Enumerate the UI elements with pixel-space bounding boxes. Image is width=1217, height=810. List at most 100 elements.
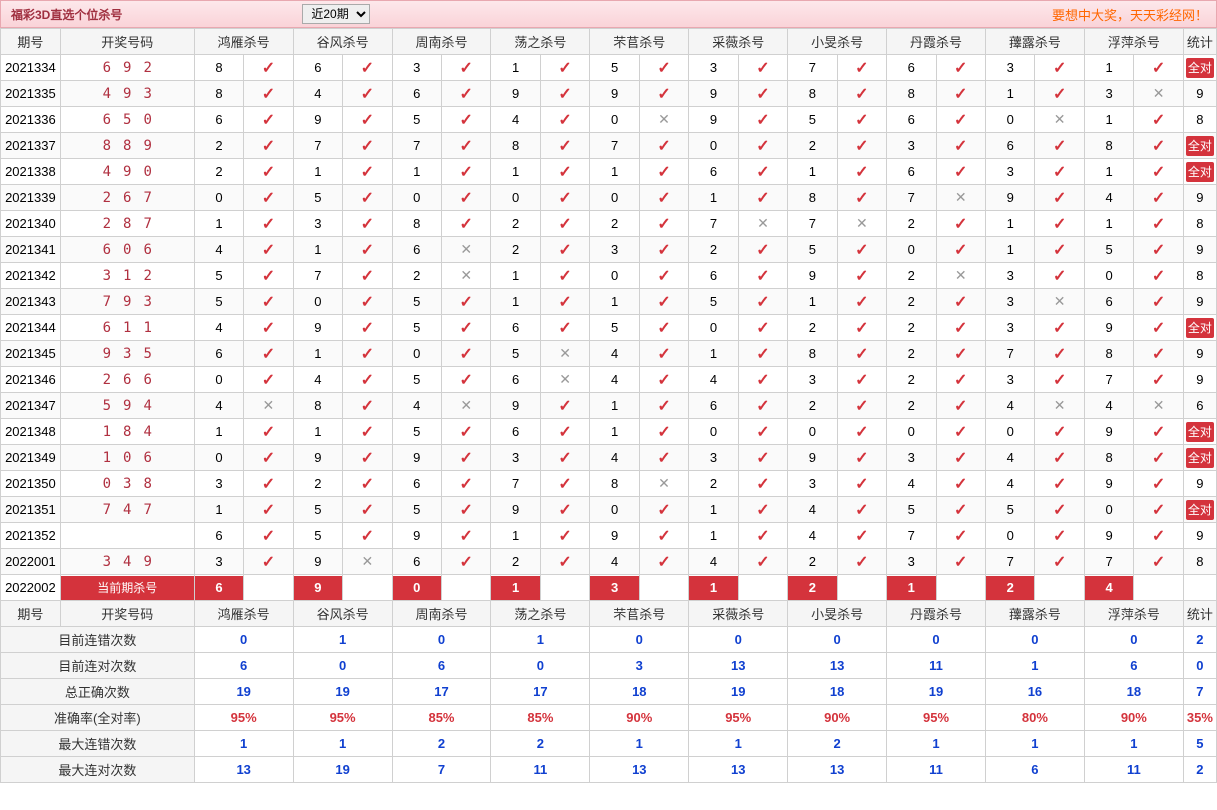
- summary-val: 19: [194, 679, 293, 705]
- check-icon: ✓: [855, 320, 868, 337]
- check-icon: ✓: [558, 502, 571, 519]
- mark-cell: ✓: [244, 289, 293, 315]
- num-cell: 1: [689, 341, 738, 367]
- check-icon: ✓: [855, 242, 868, 259]
- check-icon: ✓: [657, 138, 670, 155]
- draw-cell: 606: [60, 237, 194, 263]
- current-blank: [1035, 575, 1084, 601]
- num-cell: 3: [689, 55, 738, 81]
- check-icon: ✓: [756, 242, 769, 259]
- mark-cell: ✓: [837, 445, 886, 471]
- check-icon: ✓: [460, 112, 473, 129]
- check-icon: ✓: [361, 216, 374, 233]
- check-icon: ✓: [262, 346, 275, 363]
- num-cell: 9: [590, 81, 639, 107]
- draw-cell: 106: [60, 445, 194, 471]
- mark-cell: ✓: [540, 445, 589, 471]
- col-draw: 开奖号码: [60, 601, 194, 627]
- check-icon: ✓: [262, 554, 275, 571]
- check-icon: ✓: [657, 346, 670, 363]
- num-cell: 1: [590, 289, 639, 315]
- check-icon: ✓: [756, 294, 769, 311]
- num-cell: 1: [689, 185, 738, 211]
- check-icon: ✓: [460, 60, 473, 77]
- num-cell: 1: [985, 237, 1034, 263]
- num-cell: 2: [689, 237, 738, 263]
- check-icon: ✓: [657, 320, 670, 337]
- mark-cell: ✓: [1035, 497, 1084, 523]
- check-icon: ✓: [361, 86, 374, 103]
- table-row: 20213462660✓4✓5✓6✕4✓4✓3✓2✓3✓7✓9: [1, 367, 1217, 393]
- summary-val: 0: [689, 627, 788, 653]
- summary-val: 0: [491, 653, 590, 679]
- mark-cell: ✓: [441, 185, 490, 211]
- check-icon: ✓: [361, 346, 374, 363]
- period-cell: 2021339: [1, 185, 61, 211]
- mark-cell: ✓: [441, 523, 490, 549]
- mark-cell: ✓: [837, 55, 886, 81]
- mark-cell: ✓: [936, 549, 985, 575]
- summary-val: 13: [788, 757, 887, 783]
- period-cell: 2021346: [1, 367, 61, 393]
- col-stat: 统计: [1183, 601, 1216, 627]
- period-cell: 2021344: [1, 315, 61, 341]
- num-cell: 0: [689, 419, 738, 445]
- mark-cell: ✓: [1134, 107, 1183, 133]
- check-icon: ✓: [855, 450, 868, 467]
- check-icon: ✓: [361, 164, 374, 181]
- mark-cell: ✓: [1035, 263, 1084, 289]
- num-cell: 2: [887, 341, 936, 367]
- mark-cell: ✓: [244, 471, 293, 497]
- draw-cell: 490: [60, 159, 194, 185]
- col-expert-9: 浮萍杀号: [1084, 29, 1183, 55]
- check-icon: ✓: [460, 554, 473, 571]
- mark-cell: ✓: [1134, 367, 1183, 393]
- col-expert-2: 周南杀号: [392, 29, 491, 55]
- period-cell: 2021350: [1, 471, 61, 497]
- cross-icon: ✕: [1054, 397, 1066, 413]
- num-cell: 5: [689, 289, 738, 315]
- num-cell: 4: [590, 341, 639, 367]
- stat-cell: 8: [1183, 549, 1216, 575]
- num-cell: 9: [689, 81, 738, 107]
- mark-cell: ✓: [244, 263, 293, 289]
- cross-icon: ✕: [559, 371, 571, 387]
- period-select[interactable]: 近20期: [302, 4, 370, 24]
- num-cell: 3: [491, 445, 540, 471]
- num-cell: 4: [689, 549, 738, 575]
- draw-cell: 650: [60, 107, 194, 133]
- current-blank: [244, 575, 293, 601]
- check-icon: ✓: [460, 216, 473, 233]
- num-cell: 3: [194, 471, 243, 497]
- mark-cell: ✓: [639, 419, 688, 445]
- num-cell: 3: [293, 211, 342, 237]
- num-cell: 2: [194, 133, 243, 159]
- num-cell: 4: [985, 471, 1034, 497]
- check-icon: ✓: [1152, 164, 1165, 181]
- mark-cell: ✓: [639, 185, 688, 211]
- mark-cell: ✓: [441, 81, 490, 107]
- num-cell: 7: [392, 133, 441, 159]
- summary-val: 95%: [194, 705, 293, 731]
- summary-val: 11: [887, 653, 986, 679]
- summary-stat: 7: [1183, 679, 1216, 705]
- current-num: 4: [1084, 575, 1133, 601]
- check-icon: ✓: [1152, 450, 1165, 467]
- mark-cell: ✓: [1134, 315, 1183, 341]
- mark-cell: ✓: [343, 445, 392, 471]
- check-icon: ✓: [756, 424, 769, 441]
- summary-val: 3: [590, 653, 689, 679]
- check-icon: ✓: [954, 528, 967, 545]
- check-icon: ✓: [558, 60, 571, 77]
- check-icon: ✓: [1152, 346, 1165, 363]
- mark-cell: ✕: [540, 341, 589, 367]
- summary-val: 0: [293, 653, 392, 679]
- cross-icon: ✕: [460, 267, 472, 283]
- num-cell: 6: [887, 107, 936, 133]
- summary-stat: 2: [1183, 757, 1216, 783]
- check-icon: ✓: [756, 112, 769, 129]
- num-cell: 4: [985, 445, 1034, 471]
- mark-cell: ✕: [738, 211, 787, 237]
- num-cell: 0: [985, 107, 1034, 133]
- check-icon: ✓: [954, 320, 967, 337]
